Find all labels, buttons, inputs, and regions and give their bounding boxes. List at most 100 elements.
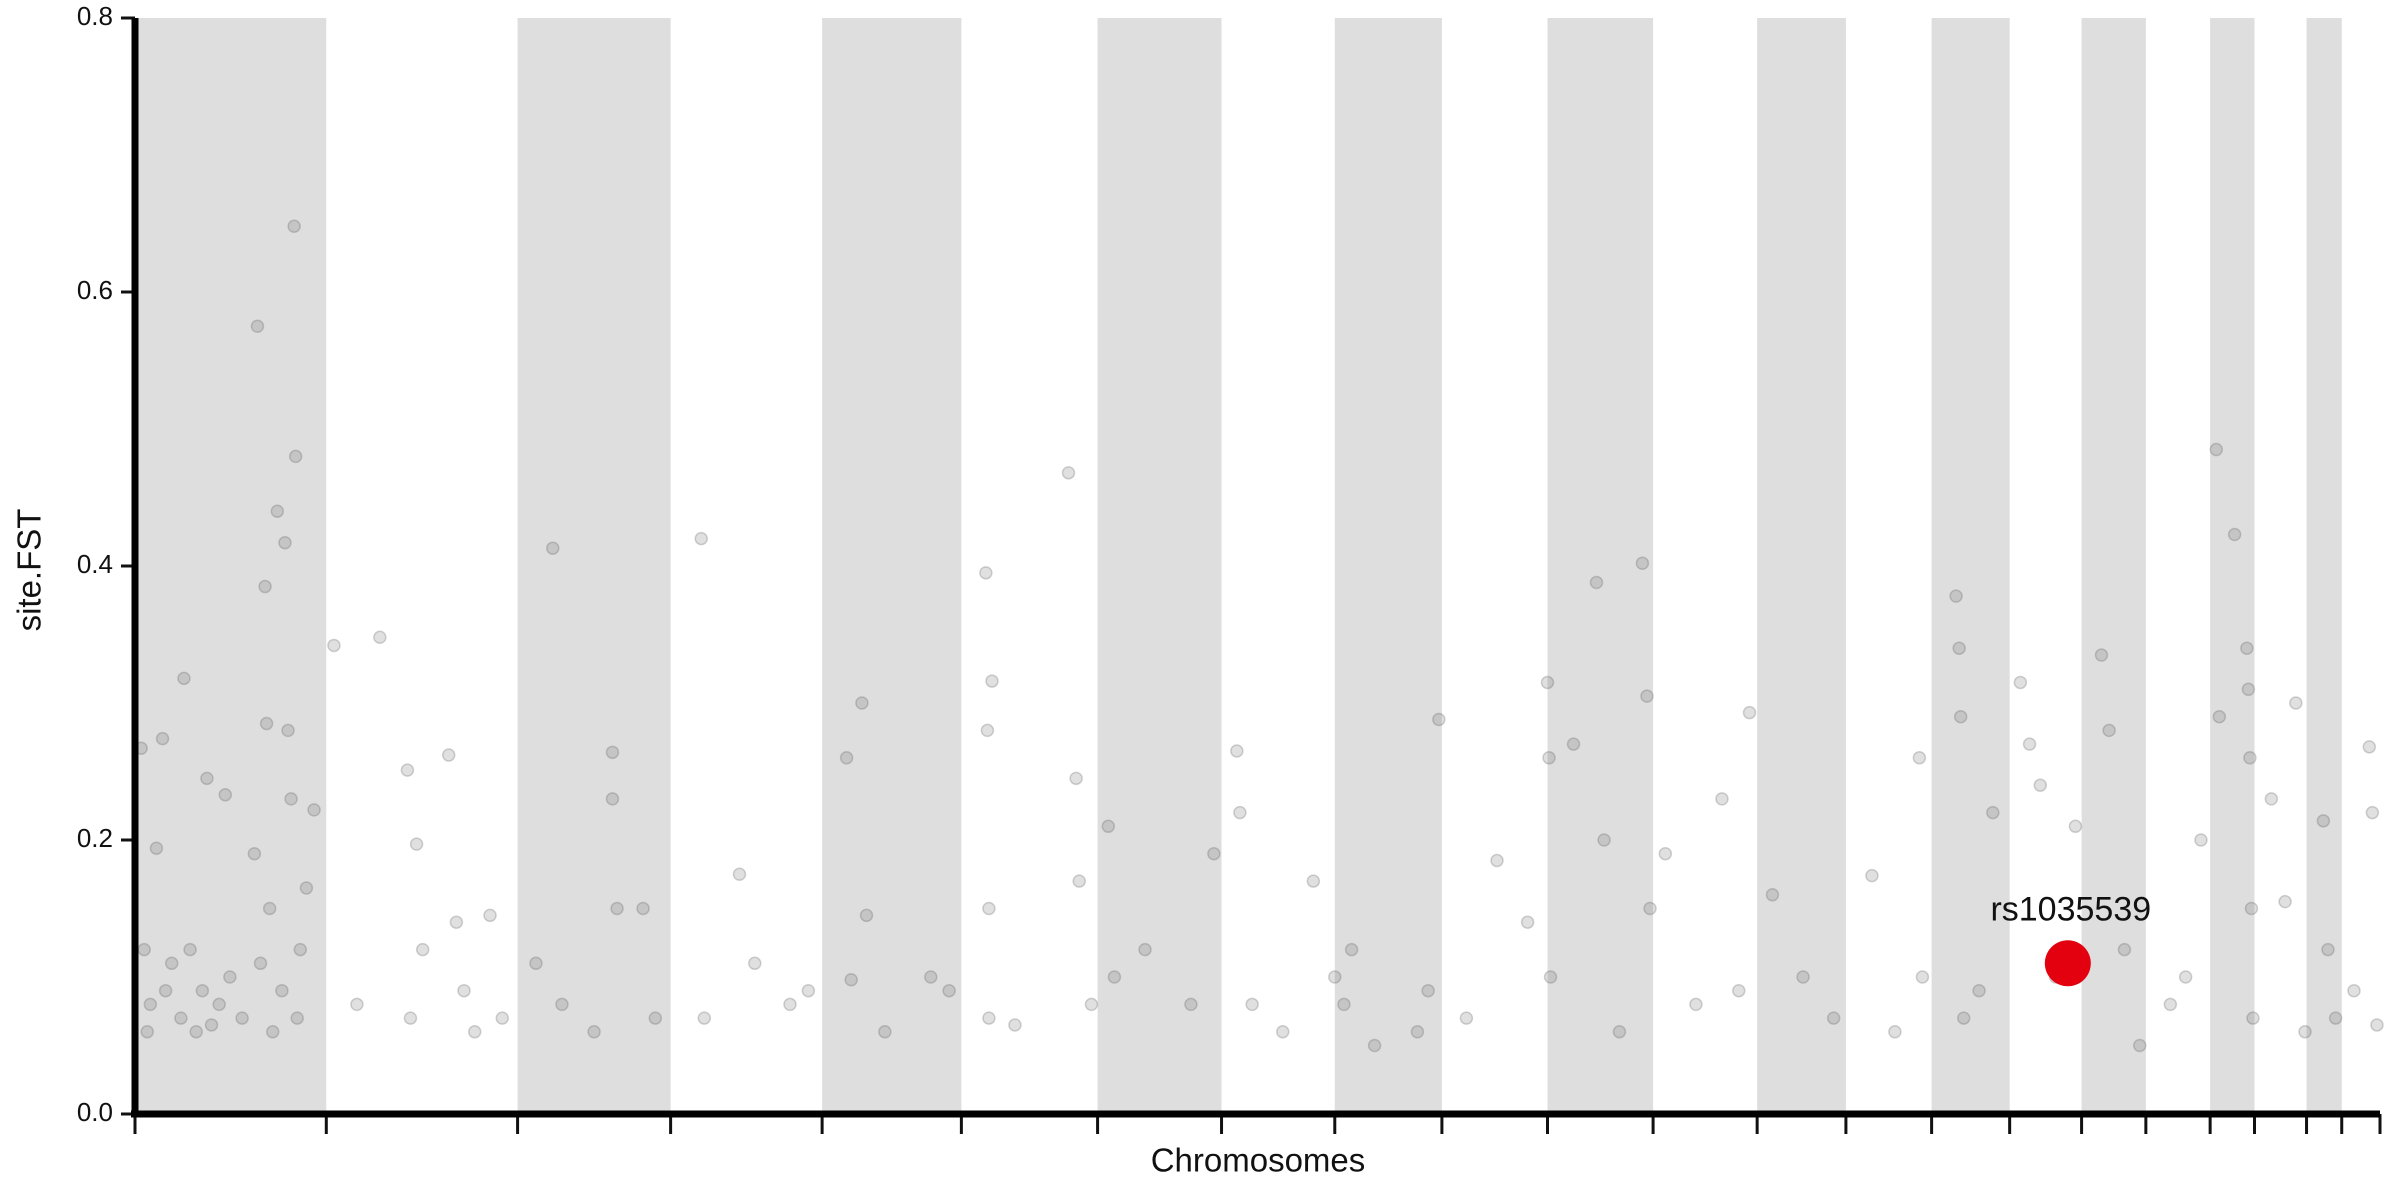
point: [400, 763, 415, 777]
point: [1337, 997, 1351, 1012]
point: [457, 983, 471, 998]
point: [1597, 833, 1611, 847]
y-tick-label: 0.0: [77, 1097, 113, 1127]
point: [2068, 819, 2083, 834]
point: [1230, 744, 1244, 758]
point: [1008, 1018, 1022, 1032]
point: [2033, 778, 2048, 792]
point: [293, 942, 308, 957]
point: [1306, 874, 1321, 888]
point: [1328, 970, 1342, 984]
point: [1986, 805, 2000, 820]
point: [555, 997, 569, 1012]
point: [247, 846, 262, 861]
point: [235, 1011, 249, 1025]
point: [299, 881, 314, 895]
point: [694, 531, 708, 546]
point: [2328, 1011, 2343, 1025]
point: [529, 956, 543, 971]
point: [1101, 819, 1116, 834]
point: [259, 716, 274, 731]
point: [327, 638, 341, 653]
y-tick-label: 0.8: [77, 1, 113, 31]
point: [1952, 641, 1966, 655]
point: [1520, 915, 1535, 929]
chromosome-band: [2210, 18, 2255, 1114]
point: [1245, 997, 1259, 1012]
point: [924, 970, 938, 984]
point: [1233, 805, 1247, 820]
chromosome-band: [1547, 18, 1654, 1114]
point: [2013, 675, 2028, 690]
point: [648, 1011, 663, 1025]
point: [2227, 527, 2242, 542]
point: [2278, 894, 2292, 909]
point: [403, 1011, 418, 1025]
point: [1432, 712, 1446, 727]
point: [2370, 1018, 2384, 1032]
y-axis-label: site.FST: [11, 509, 48, 632]
point-annotation: rs1035539: [1990, 890, 2151, 928]
point: [1367, 1038, 1382, 1053]
point: [183, 942, 197, 957]
point: [1072, 874, 1086, 888]
chromosome-band: [1334, 18, 1442, 1114]
point: [1765, 888, 1780, 902]
point: [1865, 868, 1879, 883]
point: [189, 1025, 203, 1039]
point: [980, 723, 995, 738]
point: [270, 504, 285, 518]
point: [290, 1011, 304, 1025]
point: [1490, 853, 1504, 868]
point: [1543, 970, 1558, 984]
point: [1732, 983, 1746, 998]
point: [2365, 805, 2380, 820]
point: [732, 867, 747, 881]
point: [1953, 709, 1968, 724]
point: [697, 1011, 712, 1025]
point: [2264, 792, 2279, 806]
point: [2298, 1025, 2312, 1039]
chromosome-bands: [135, 18, 2342, 1114]
point: [605, 792, 620, 806]
point: [1635, 556, 1650, 571]
point: [288, 449, 303, 464]
point: [2194, 833, 2208, 847]
point: [1276, 1025, 1290, 1039]
point: [284, 792, 298, 806]
point: [801, 983, 816, 998]
point: [307, 803, 321, 817]
point: [587, 1025, 601, 1039]
point: [140, 1025, 154, 1039]
point: [449, 915, 464, 929]
point: [982, 1011, 996, 1025]
points: rs1035539: [134, 219, 2384, 1053]
point: [223, 970, 237, 984]
chromosome-band: [822, 18, 962, 1114]
point: [195, 983, 210, 998]
point: [1107, 970, 1122, 984]
point: [2022, 737, 2037, 751]
point: [1972, 983, 1986, 998]
point: [409, 837, 424, 851]
point: [278, 535, 292, 550]
y-tick-label: 0.2: [77, 823, 113, 853]
point: [212, 997, 226, 1012]
point: [350, 997, 364, 1012]
point: [2094, 648, 2109, 662]
point: [495, 1011, 510, 1025]
point: [1589, 575, 1604, 590]
point: [441, 748, 456, 762]
axes: 0.0 0.2 0.4 0.6 0.8: [77, 1, 2382, 1134]
point: [783, 997, 797, 1012]
point: [275, 983, 289, 998]
point: [1742, 705, 1757, 720]
point: [2209, 442, 2224, 457]
point: [2321, 942, 2335, 957]
point: [250, 319, 265, 333]
point: [258, 579, 272, 594]
point: [373, 630, 387, 644]
point: [546, 541, 560, 555]
point: [2163, 997, 2178, 1012]
